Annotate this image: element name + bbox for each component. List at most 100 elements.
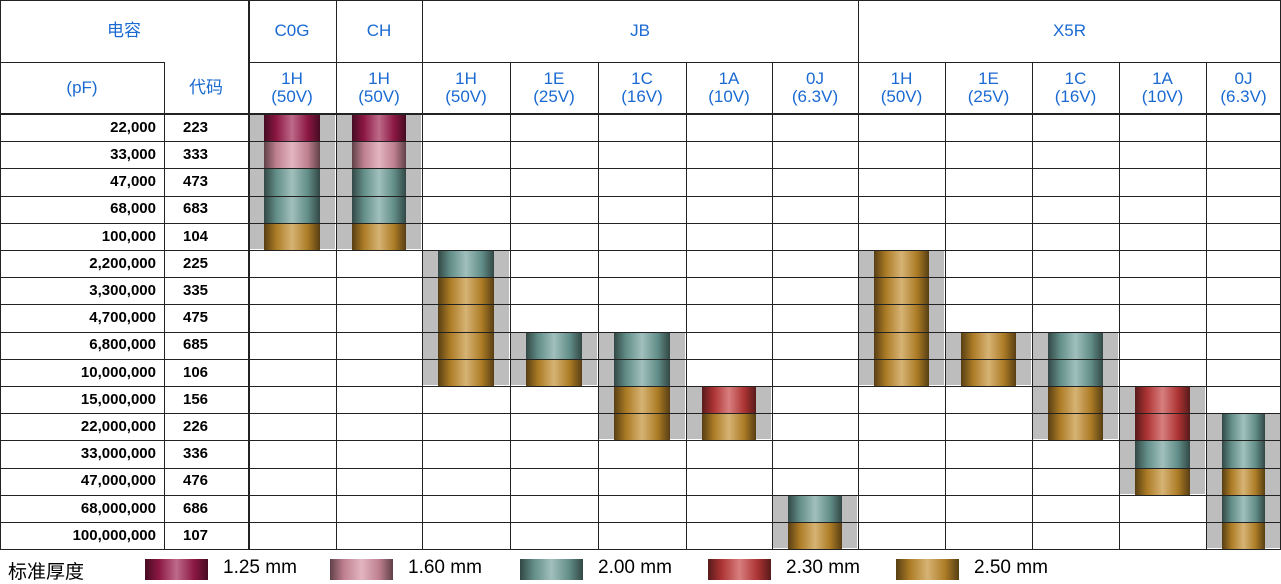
rated-voltage-code: 1C (631, 69, 653, 89)
grid-line (0, 62, 164, 63)
voltage-column-header: 1H (50V) (248, 62, 336, 114)
dielectric-header-c0g: C0G (274, 21, 310, 41)
capacitance-value: 2,200,000 (89, 254, 156, 272)
legend-swatch-1-25mm (145, 559, 208, 580)
rated-voltage-code: 1A (1152, 69, 1173, 89)
rated-voltage-value: (10V) (708, 87, 750, 106)
grid-line (0, 386, 1281, 387)
capacitance-header: 电容 (107, 21, 141, 41)
capacitance-value: 10,000,000 (80, 363, 156, 381)
capacitance-code: 225 (183, 254, 209, 272)
grid-line (0, 332, 1281, 333)
grid-line (598, 62, 599, 550)
legend-title: 标准厚度 (8, 562, 85, 583)
grid-line (0, 0, 1281, 1)
capacitor-segment-2-30mm (702, 386, 756, 414)
voltage-column-header: 0J (6.3V) (772, 62, 858, 114)
grid-line (0, 495, 1281, 496)
capacitance-code: 685 (183, 336, 209, 354)
capacitance-value: 68,000,000 (80, 499, 156, 517)
capacitance-code: 226 (183, 417, 209, 435)
capacitance-code: 475 (183, 309, 209, 327)
grid-line (0, 250, 1281, 251)
grid-line (0, 168, 1281, 169)
grid-line (686, 62, 687, 550)
legend-swatch-1-60mm (330, 559, 393, 580)
rated-voltage-code: 1E (978, 69, 999, 89)
capacitor-segment-2-00mm (264, 168, 320, 223)
grid-line (0, 113, 1281, 115)
capacitance-value: 47,000 (110, 173, 156, 191)
rated-voltage-value: (25V) (967, 87, 1010, 106)
legend-label: 2.50 mm (974, 557, 1048, 578)
capacitor-segment-2-00mm (788, 494, 842, 522)
capacitor-segment-1-60mm (264, 141, 320, 169)
capacitance-code: 686 (183, 499, 209, 517)
capacitor-segment-2-50mm (788, 522, 842, 550)
legend-label: 1.25 mm (223, 557, 297, 578)
rated-voltage-code: 1H (455, 69, 477, 89)
grid-line (1206, 62, 1207, 550)
capacitor-segment-2-50mm (1135, 467, 1190, 495)
capacitor-segment-2-50mm (352, 222, 406, 250)
dielectric-header-ch: CH (366, 21, 392, 41)
grid-line (0, 141, 1281, 142)
grid-line (0, 304, 1281, 305)
capacitor-segment-2-50mm (264, 222, 320, 250)
rated-voltage-code: 1H (890, 69, 913, 89)
capacitance-code: 336 (183, 445, 209, 463)
capacitor-segment-2-00mm (614, 331, 670, 386)
capacitance-value: 33,000 (110, 145, 156, 163)
voltage-column-header: 0J (6.3V) (1206, 62, 1281, 114)
capacitor-segment-1-25mm (352, 114, 406, 142)
capacitance-value: 15,000,000 (80, 390, 156, 408)
grid-line (0, 0, 1, 550)
capacitance-code: 476 (183, 472, 209, 490)
legend-label: 2.30 mm (786, 557, 860, 578)
grid-line (164, 62, 165, 550)
dielectric-header-x5r: X5R (1052, 21, 1087, 41)
capacitance-value: 22,000,000 (80, 417, 156, 435)
rated-voltage-code: 1C (1064, 69, 1087, 89)
rated-voltage-value: (25V) (533, 87, 575, 106)
capacitor-segment-2-50mm (526, 358, 582, 386)
capacitance-code: 104 (183, 227, 209, 245)
capacitance-value: 33,000,000 (80, 445, 156, 463)
unit-header: (pF) (66, 78, 98, 98)
grid-line (0, 413, 1281, 414)
grid-line (0, 196, 1281, 197)
grid-line (248, 62, 1281, 63)
voltage-column-header: 1C (16V) (1032, 62, 1119, 114)
capacitance-value: 22,000 (110, 118, 156, 136)
grid-line (772, 62, 773, 550)
capacitance-code: 107 (183, 526, 209, 544)
capacitor-segment-2-00mm (526, 331, 582, 359)
capacitance-value: 3,300,000 (89, 281, 156, 299)
legend-label: 1.60 mm (408, 557, 482, 578)
capacitance-code: 335 (183, 281, 209, 299)
grid-line (1032, 62, 1033, 550)
voltage-column-header: 1A (10V) (1119, 62, 1206, 114)
capacitor-segment-2-50mm (702, 413, 756, 441)
grid-line (510, 62, 511, 550)
grid-line (336, 0, 337, 550)
grid-line (0, 522, 1281, 523)
capacitance-code: 156 (183, 390, 209, 408)
rated-voltage-value: (50V) (358, 87, 400, 106)
capacitance-value: 68,000 (110, 200, 156, 218)
legend-label: 2.00 mm (598, 557, 672, 578)
voltage-column-header: 1H (50V) (858, 62, 945, 114)
capacitance-code: 473 (183, 173, 209, 191)
capacitance-code: 333 (183, 145, 209, 163)
capacitor-segment-2-00mm (438, 250, 494, 278)
rated-voltage-code: 1A (718, 69, 740, 89)
rated-voltage-value: (50V) (880, 87, 923, 106)
grid-line (0, 468, 1281, 469)
capacitor-segment-2-50mm (1222, 467, 1265, 495)
capacitor-segment-2-50mm (1222, 522, 1265, 550)
capacitor-segment-2-00mm (352, 168, 406, 223)
capacitance-value: 47,000,000 (80, 472, 156, 490)
rated-voltage-code: 1E (543, 69, 565, 89)
grid-line (858, 0, 859, 550)
